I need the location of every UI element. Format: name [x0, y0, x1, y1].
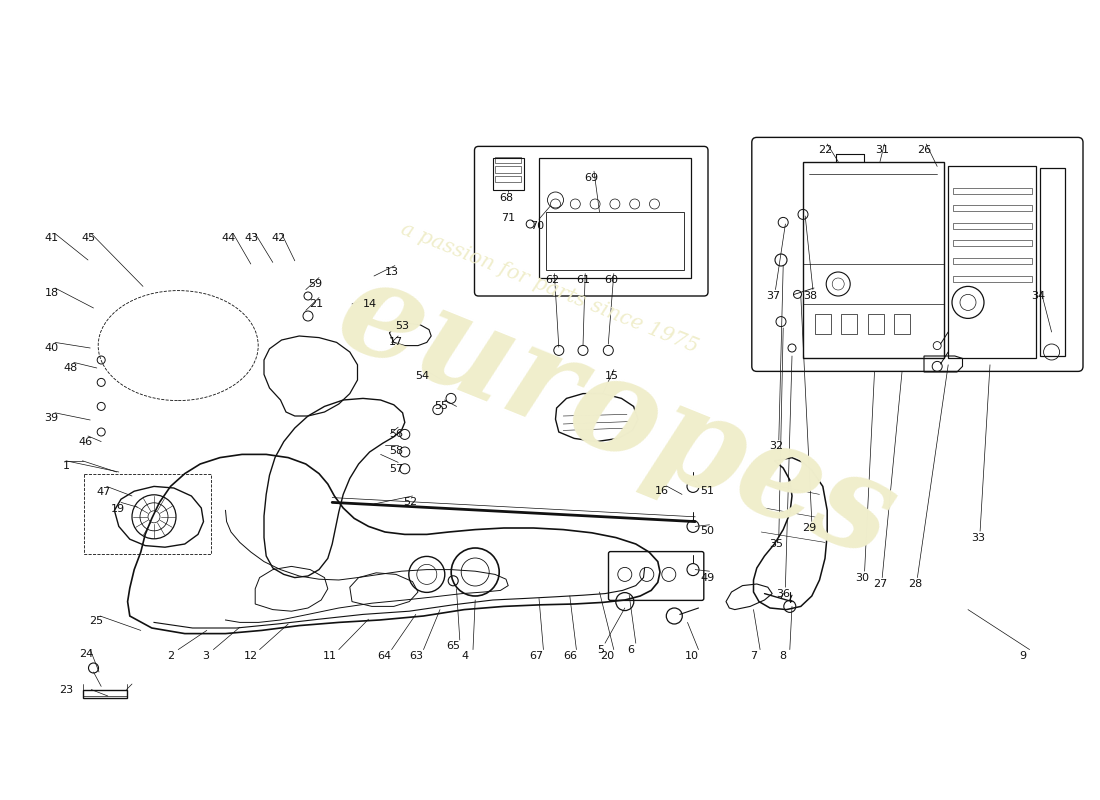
Text: 31: 31 — [876, 146, 889, 155]
Text: 60: 60 — [605, 275, 618, 285]
Text: 9: 9 — [1020, 651, 1026, 661]
Text: 59: 59 — [309, 279, 322, 289]
Text: 24: 24 — [79, 650, 92, 659]
Text: 69: 69 — [585, 173, 598, 182]
Text: 43: 43 — [245, 234, 258, 243]
Text: 27: 27 — [873, 579, 887, 589]
Bar — [953, 206, 1032, 211]
Text: 66: 66 — [563, 651, 576, 661]
Text: 3: 3 — [202, 651, 209, 661]
Text: 49: 49 — [701, 573, 714, 582]
Text: 20: 20 — [601, 651, 614, 661]
Text: a passion for parts since 1975: a passion for parts since 1975 — [398, 219, 702, 357]
Bar — [815, 314, 830, 334]
Text: 26: 26 — [917, 146, 931, 155]
Text: 71: 71 — [502, 213, 515, 222]
Text: 40: 40 — [45, 343, 58, 353]
Text: 39: 39 — [45, 413, 58, 422]
Text: 15: 15 — [605, 371, 618, 381]
Bar — [953, 223, 1032, 229]
Text: 12: 12 — [244, 651, 257, 661]
Bar — [842, 314, 857, 334]
Text: 22: 22 — [818, 146, 832, 155]
Text: 53: 53 — [396, 322, 409, 331]
Text: 51: 51 — [701, 486, 714, 496]
Text: 52: 52 — [404, 498, 417, 507]
Text: 10: 10 — [685, 651, 698, 661]
Text: 58: 58 — [389, 446, 403, 456]
Text: 32: 32 — [770, 442, 783, 451]
Text: 38: 38 — [804, 291, 817, 301]
Text: 41: 41 — [45, 234, 58, 243]
Text: europes: europes — [319, 246, 913, 586]
Text: 14: 14 — [363, 299, 376, 309]
Text: 19: 19 — [111, 504, 124, 514]
Text: 11: 11 — [323, 651, 337, 661]
Bar — [953, 188, 1032, 194]
Text: 45: 45 — [81, 234, 95, 243]
Text: 25: 25 — [89, 616, 102, 626]
Text: 23: 23 — [59, 685, 73, 694]
Text: 4: 4 — [462, 651, 469, 661]
Text: 64: 64 — [377, 651, 390, 661]
Text: 62: 62 — [546, 275, 559, 285]
Text: 61: 61 — [576, 275, 590, 285]
Text: 65: 65 — [447, 642, 460, 651]
Text: 21: 21 — [309, 299, 322, 309]
Text: 68: 68 — [499, 194, 513, 203]
Text: 44: 44 — [222, 234, 235, 243]
Text: 63: 63 — [409, 651, 422, 661]
Text: 37: 37 — [767, 291, 780, 301]
Text: 57: 57 — [389, 464, 403, 474]
Text: 5: 5 — [597, 645, 604, 654]
Text: 67: 67 — [530, 651, 543, 661]
Text: 54: 54 — [416, 371, 429, 381]
Bar — [868, 314, 883, 334]
Text: 17: 17 — [389, 338, 403, 347]
Text: 42: 42 — [272, 234, 285, 243]
Text: 36: 36 — [777, 589, 790, 598]
Text: 47: 47 — [97, 487, 110, 497]
Text: 1: 1 — [63, 461, 69, 470]
Text: 28: 28 — [909, 579, 922, 589]
Text: 70: 70 — [530, 221, 543, 230]
Text: 8: 8 — [780, 651, 786, 661]
Bar — [894, 314, 910, 334]
Text: 6: 6 — [627, 645, 634, 654]
Text: 34: 34 — [1032, 291, 1045, 301]
Text: 29: 29 — [803, 523, 816, 533]
Bar — [953, 275, 1032, 282]
Text: 16: 16 — [656, 486, 669, 496]
Text: 33: 33 — [971, 533, 984, 542]
Text: 55: 55 — [434, 402, 448, 411]
Text: 50: 50 — [701, 526, 714, 536]
Text: 46: 46 — [79, 437, 92, 446]
Text: 56: 56 — [389, 429, 403, 438]
Bar — [953, 258, 1032, 264]
Text: 13: 13 — [385, 267, 398, 277]
Bar — [953, 241, 1032, 246]
Text: 35: 35 — [770, 539, 783, 549]
Text: 18: 18 — [45, 288, 58, 298]
Text: 7: 7 — [750, 651, 757, 661]
Text: 30: 30 — [856, 573, 869, 582]
Text: 2: 2 — [167, 651, 174, 661]
Text: 48: 48 — [64, 363, 77, 373]
